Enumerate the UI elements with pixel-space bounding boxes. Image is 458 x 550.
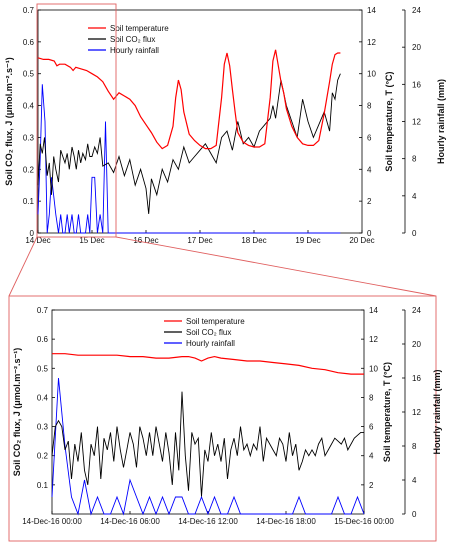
- y-tick-label: 10: [367, 70, 376, 79]
- y-tick-label: 0: [412, 229, 417, 238]
- x-tick-label: 14-Dec-16 12:00: [178, 517, 238, 526]
- series-line: [51, 391, 364, 497]
- y-tick-label: 8: [412, 155, 417, 164]
- y-tick-label: 0.4: [37, 393, 49, 402]
- y-tick-label: 0: [367, 229, 372, 238]
- y-tick-label: 16: [412, 80, 421, 89]
- bottom-chart: 14-Dec-16 00:00 14-Dec-16 06:00 14-Dec-16 …: [12, 306, 442, 526]
- x-tick-label: 15-Dec-16 00:00: [334, 517, 394, 526]
- x-tick-label: 14-Dec-16 06:00: [100, 517, 160, 526]
- y-tick-label: 16: [412, 374, 421, 383]
- y-tick-label: 0.6: [37, 335, 49, 344]
- y-axis-title: Soil CO₂ flux, J (μmol.m⁻².s⁻¹): [4, 57, 14, 186]
- y-tick-label: 2: [369, 481, 374, 490]
- y-tick-label: 6: [367, 133, 372, 142]
- y-tick-label: 4: [412, 192, 417, 201]
- y-tick-label: 24: [412, 6, 421, 15]
- x-tick-label: 14-Dec-16 18:00: [256, 517, 316, 526]
- zoom-highlight-box: [36, 3, 117, 238]
- legend-entry: Soil temperature: [110, 24, 169, 33]
- zoom-connectors: [8, 3, 437, 542]
- x-tick-label: 20 Dec: [349, 236, 374, 245]
- y-axis-title: Soil temperature, T (°C): [384, 71, 394, 171]
- x-tick-label: 19 Dec: [295, 236, 320, 245]
- y-tick-label: 12: [412, 118, 421, 127]
- zoom-inset-frame: [8, 295, 437, 542]
- y-tick-label: 0.3: [37, 423, 49, 432]
- series-line: [51, 377, 365, 516]
- zoom-connector-right: [115, 236, 437, 297]
- x-tick-label: 15 Dec: [79, 236, 104, 245]
- legend-entry: Hourly rainfall: [186, 339, 235, 348]
- zoom-connector-left: [8, 236, 38, 297]
- y-tick-label: 0.5: [37, 364, 49, 373]
- y-tick-label: 2: [367, 197, 372, 206]
- y-tick-label: 0.1: [37, 481, 49, 490]
- series-line: [37, 84, 341, 234]
- y-tick-label: 0.7: [37, 306, 49, 315]
- y-tick-label: 14: [367, 6, 376, 15]
- y-tick-label: 4: [369, 452, 374, 461]
- legend-entry: Soil CO₂ flux: [110, 35, 155, 44]
- y-tick-label: 0.2: [23, 165, 35, 174]
- series-line: [52, 353, 364, 375]
- series-line: [37, 73, 341, 214]
- y-tick-label: 20: [412, 43, 421, 52]
- y-axis-title: Soil temperature, T (°C): [382, 362, 392, 462]
- y-tick-label: 12: [367, 38, 376, 47]
- x-tick-label: 14-Dec-16 00:00: [22, 517, 82, 526]
- plot-frame: [37, 9, 363, 234]
- y-tick-label: 0: [30, 229, 35, 238]
- y-tick-label: 6: [369, 423, 374, 432]
- legend-entry: Soil temperature: [186, 317, 245, 326]
- y-axis-title: Soil CO₂ flux, J (μmol.m⁻².s⁻¹): [12, 348, 22, 477]
- y-tick-label: 0: [412, 510, 417, 519]
- x-tick-label: 14 Dec: [25, 236, 50, 245]
- top-chart: 14 Dec 15 Dec 16 Dec 17 Dec 18 Dec 19 Dec 20 D…: [4, 6, 446, 245]
- y-tick-label: 0.3: [23, 133, 35, 142]
- y-tick-label: 12: [369, 335, 378, 344]
- y-axis-title: Hourly rainfall (mm): [432, 369, 442, 454]
- y-tick-label: 8: [369, 393, 374, 402]
- y-tick-label: 0.6: [23, 38, 35, 47]
- y-tick-label: 10: [369, 364, 378, 373]
- x-tick-label: 17 Dec: [187, 236, 212, 245]
- series-line: [37, 49, 341, 150]
- y-tick-label: 14: [369, 306, 378, 315]
- y-tick-label: 0.7: [23, 6, 35, 15]
- legend-entry: Hourly rainfall: [110, 46, 159, 55]
- y-tick-label: 24: [412, 306, 421, 315]
- y-axis-title: Hourly rainfall (mm): [436, 79, 446, 164]
- y-tick-label: 0.1: [23, 197, 35, 206]
- x-tick-label: 16 Dec: [133, 236, 158, 245]
- legend-entry: Soil CO₂ flux: [186, 328, 231, 337]
- y-tick-label: 0.2: [37, 452, 49, 461]
- y-tick-label: 4: [367, 165, 372, 174]
- y-tick-label: 8: [367, 102, 372, 111]
- y-tick-label: 4: [412, 476, 417, 485]
- y-tick-label: 0.4: [23, 102, 35, 111]
- x-tick-label: 18 Dec: [241, 236, 266, 245]
- y-tick-label: 0.5: [23, 70, 35, 79]
- y-tick-label: 8: [412, 442, 417, 451]
- y-tick-label: 20: [412, 340, 421, 349]
- y-tick-label: 12: [412, 408, 421, 417]
